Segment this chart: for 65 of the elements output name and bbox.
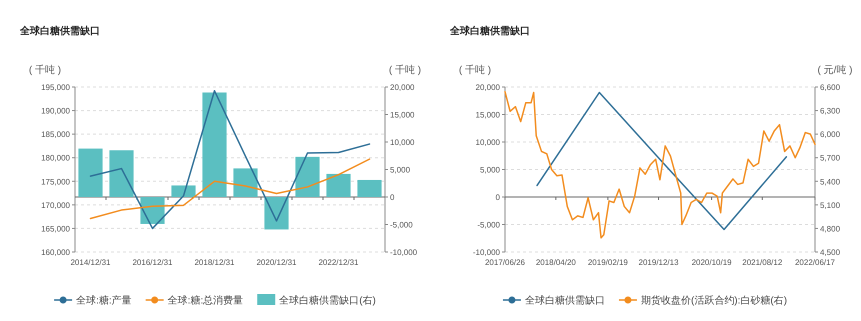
- chart-title: 全球白糖供需缺口: [19, 25, 100, 37]
- line-series: [536, 92, 788, 230]
- y2-tick-label: 6,000: [820, 130, 841, 140]
- x-tick-label: 2019/12/13: [638, 258, 680, 267]
- y2-tick-label: 4,500: [820, 248, 841, 257]
- legend-label: 全球白糖供需缺口(右): [279, 294, 376, 306]
- bar: [78, 148, 103, 197]
- y2-axis-title: ( 元/吨 ): [818, 64, 852, 76]
- y2-tick-label: -10,000: [390, 248, 418, 257]
- x-tick-label: 2022/12/31: [318, 258, 360, 267]
- x-tick-label: 2016/12/31: [132, 258, 174, 267]
- x-tick-label: 2022/06/17: [794, 258, 836, 267]
- bar: [171, 185, 196, 197]
- x-tick-label: 2020/10/19: [692, 258, 732, 267]
- y2-tick-label: 20,000: [390, 83, 416, 92]
- y2-tick-label: 6,600: [820, 83, 841, 92]
- x-tick-label: 2018/12/31: [194, 258, 236, 267]
- bar: [357, 180, 382, 197]
- x-tick-label: 2021/08/12: [742, 258, 783, 267]
- y-tick-label: 195,000: [41, 83, 71, 92]
- x-tick-label: 2017/06/26: [484, 258, 526, 267]
- bar: [233, 168, 258, 197]
- x-tick-label: 2019/02/19: [588, 258, 628, 267]
- x-tick-label: 2020/12/31: [256, 258, 298, 267]
- bar: [326, 174, 351, 197]
- legend-label: 期货收盘价(活跃合约):白砂糖(右): [640, 294, 788, 306]
- y-axis-title: ( 千吨 ): [28, 64, 62, 76]
- y-tick-label: 160,000: [41, 248, 71, 257]
- y-tick-label: 170,000: [41, 200, 71, 210]
- legend-label: 全球:糖:产量: [76, 294, 132, 306]
- y-tick-label: -5,000: [477, 220, 501, 230]
- y2-tick-label: -5,000: [390, 220, 414, 230]
- y2-tick-label: 5,700: [820, 154, 841, 163]
- bar: [202, 92, 227, 197]
- y-tick-label: 15,000: [476, 110, 501, 120]
- y2-axis-title: ( 千吨 ): [388, 64, 422, 76]
- legend-label: 全球:糖:总消费量: [168, 294, 244, 306]
- y2-tick-label: 5,100: [820, 200, 841, 210]
- y2-tick-label: 5,000: [390, 166, 411, 174]
- y-axis-title: ( 千吨 ): [458, 64, 492, 76]
- bar: [109, 150, 134, 197]
- y-tick-label: 165,000: [41, 224, 71, 234]
- line-series: [90, 158, 370, 220]
- legend-label: 全球白糖供需缺口: [524, 294, 605, 306]
- y-tick-label: 10,000: [476, 138, 501, 147]
- bar: [295, 156, 320, 197]
- y-tick-label: 190,000: [41, 106, 71, 116]
- line-series: [504, 90, 816, 239]
- chart-title: 全球白糖供需缺口: [449, 25, 530, 37]
- y2-tick-label: 6,300: [820, 106, 841, 116]
- x-tick-label: 2018/04/20: [536, 258, 576, 267]
- y2-tick-label: 10,000: [390, 138, 416, 147]
- y2-tick-label: 5,400: [820, 177, 841, 186]
- line-series: [90, 90, 370, 230]
- y-tick-label: 180,000: [41, 154, 71, 163]
- x-tick-label: 2014/12/31: [70, 258, 112, 267]
- y2-tick-label: 4,800: [820, 224, 841, 234]
- y-tick-label: 175,000: [41, 177, 71, 186]
- y-tick-label: 0: [496, 193, 501, 202]
- y-tick-label: 5,000: [480, 166, 501, 174]
- y2-tick-label: 0: [390, 193, 395, 202]
- y-tick-label: -10,000: [472, 248, 501, 257]
- y-tick-label: 185,000: [41, 130, 71, 140]
- y2-tick-label: 15,000: [390, 110, 416, 120]
- y-tick-label: 20,000: [476, 83, 501, 92]
